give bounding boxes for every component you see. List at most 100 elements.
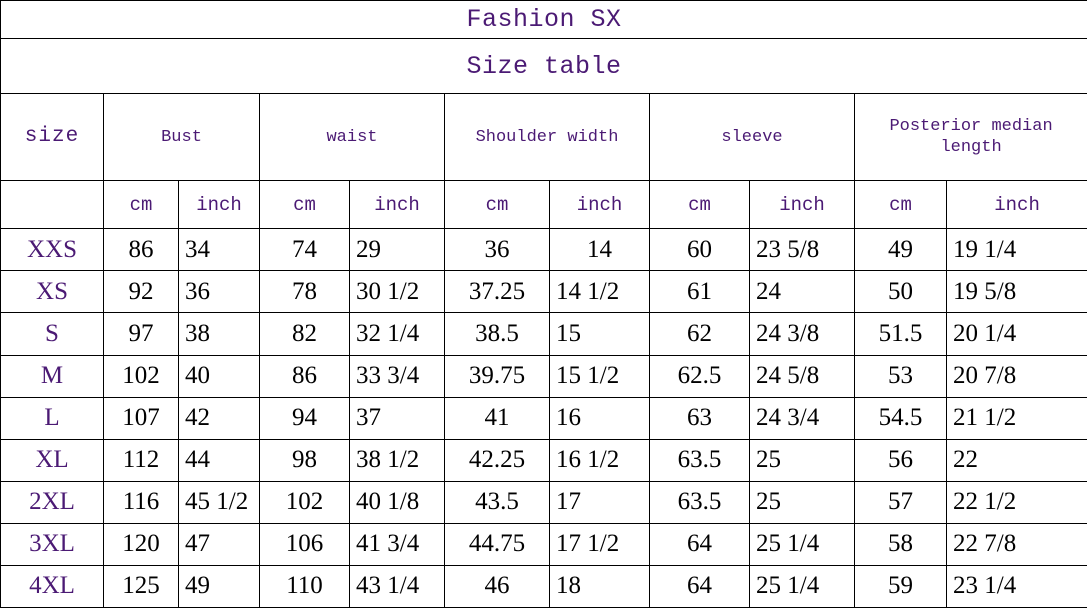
cell-bust-inch: 49 bbox=[178, 564, 260, 608]
table-row: XS 92 36 78 30 1/2 37.25 14 1/2 61 24 50… bbox=[0, 270, 1087, 314]
table-row: 4XL 125 49 110 43 1/4 46 18 64 25 1/4 59… bbox=[0, 564, 1087, 608]
cell-sleeve-inch: 24 3/4 bbox=[749, 396, 855, 440]
cell-waist-cm: 110 bbox=[259, 564, 350, 608]
header-unit-row: cm inch cm inch cm inch cm inch cm inch bbox=[0, 180, 1087, 230]
header-size-sub bbox=[0, 180, 104, 230]
cell-shoulder-inch: 16 bbox=[549, 396, 650, 440]
cell-bust-inch: 38 bbox=[178, 312, 260, 356]
cell-sleeve-inch: 23 5/8 bbox=[749, 228, 855, 272]
cell-waist-cm: 106 bbox=[259, 522, 350, 566]
cell-waist-inch: 32 1/4 bbox=[349, 312, 445, 356]
cell-sleeve-inch: 25 1/4 bbox=[749, 564, 855, 608]
cell-waist-cm: 98 bbox=[259, 438, 350, 482]
header-unit-length-cm: cm bbox=[854, 180, 947, 230]
header-group-waist: waist bbox=[259, 93, 445, 182]
cell-bust-inch: 34 bbox=[178, 228, 260, 272]
cell-waist-cm: 102 bbox=[259, 480, 350, 524]
cell-sleeve-inch: 25 bbox=[749, 480, 855, 524]
cell-length-cm: 56 bbox=[854, 438, 947, 482]
cell-sleeve-inch: 25 bbox=[749, 438, 855, 482]
cell-waist-inch: 30 1/2 bbox=[349, 270, 445, 314]
cell-shoulder-cm: 36 bbox=[444, 228, 550, 272]
cell-sleeve-cm: 62 bbox=[649, 312, 750, 356]
table-title: Size table bbox=[0, 38, 1087, 95]
cell-length-inch: 19 5/8 bbox=[945, 270, 1087, 314]
table-row: S 97 38 82 32 1/4 38.5 15 62 24 3/8 51.5… bbox=[0, 312, 1087, 356]
brand-title-row: Fashion SX bbox=[0, 0, 1087, 40]
row-size-label: XS bbox=[0, 270, 104, 314]
cell-shoulder-inch: 15 1/2 bbox=[549, 354, 650, 398]
cell-length-cm: 53 bbox=[854, 354, 947, 398]
cell-bust-inch: 45 1/2 bbox=[178, 480, 260, 524]
cell-sleeve-cm: 63.5 bbox=[649, 438, 750, 482]
cell-length-cm: 59 bbox=[854, 564, 947, 608]
cell-length-inch: 22 bbox=[945, 438, 1087, 482]
cell-length-inch: 20 7/8 bbox=[945, 354, 1087, 398]
cell-shoulder-inch: 14 bbox=[549, 228, 650, 272]
table-row: L 107 42 94 37 41 16 63 24 3/4 54.5 21 1… bbox=[0, 396, 1087, 440]
cell-shoulder-inch: 17 bbox=[549, 480, 650, 524]
cell-waist-inch: 37 bbox=[349, 396, 445, 440]
cell-waist-inch: 41 3/4 bbox=[349, 522, 445, 566]
cell-bust-inch: 42 bbox=[178, 396, 260, 440]
cell-bust-cm: 116 bbox=[103, 480, 179, 524]
cell-bust-cm: 86 bbox=[103, 228, 179, 272]
cell-bust-cm: 112 bbox=[103, 438, 179, 482]
header-group-posterior-median-length: Posterior median length bbox=[853, 93, 1087, 182]
cell-sleeve-inch: 24 3/8 bbox=[749, 312, 855, 356]
cell-shoulder-cm: 38.5 bbox=[444, 312, 550, 356]
cell-length-cm: 49 bbox=[854, 228, 947, 272]
header-unit-sleeve-cm: cm bbox=[649, 180, 750, 230]
cell-waist-cm: 82 bbox=[259, 312, 350, 356]
cell-length-inch: 20 1/4 bbox=[945, 312, 1087, 356]
cell-shoulder-inch: 17 1/2 bbox=[549, 522, 650, 566]
cell-bust-cm: 97 bbox=[103, 312, 179, 356]
cell-length-cm: 57 bbox=[854, 480, 947, 524]
cell-sleeve-cm: 64 bbox=[649, 522, 750, 566]
cell-bust-cm: 107 bbox=[103, 396, 179, 440]
cell-waist-inch: 40 1/8 bbox=[349, 480, 445, 524]
header-unit-length-inch: inch bbox=[945, 180, 1087, 230]
header-group-row: size Bust waist Shoulder width sleeve Po… bbox=[0, 93, 1087, 182]
cell-waist-cm: 74 bbox=[259, 228, 350, 272]
row-size-label: 2XL bbox=[0, 480, 104, 524]
table-row: 3XL 120 47 106 41 3/4 44.75 17 1/2 64 25… bbox=[0, 522, 1087, 566]
cell-waist-cm: 94 bbox=[259, 396, 350, 440]
cell-shoulder-inch: 15 bbox=[549, 312, 650, 356]
cell-shoulder-cm: 41 bbox=[444, 396, 550, 440]
cell-waist-inch: 33 3/4 bbox=[349, 354, 445, 398]
cell-bust-cm: 102 bbox=[103, 354, 179, 398]
header-size: size bbox=[0, 93, 104, 182]
header-unit-sleeve-inch: inch bbox=[749, 180, 855, 230]
row-size-label: M bbox=[0, 354, 104, 398]
cell-waist-inch: 43 1/4 bbox=[349, 564, 445, 608]
cell-length-inch: 22 1/2 bbox=[945, 480, 1087, 524]
cell-sleeve-cm: 61 bbox=[649, 270, 750, 314]
cell-length-inch: 23 1/4 bbox=[945, 564, 1087, 608]
cell-bust-inch: 36 bbox=[178, 270, 260, 314]
cell-shoulder-cm: 39.75 bbox=[444, 354, 550, 398]
cell-shoulder-cm: 43.5 bbox=[444, 480, 550, 524]
row-size-label: XXS bbox=[0, 228, 104, 272]
cell-bust-cm: 125 bbox=[103, 564, 179, 608]
header-group-bust: Bust bbox=[103, 93, 260, 182]
cell-sleeve-cm: 64 bbox=[649, 564, 750, 608]
cell-waist-inch: 29 bbox=[349, 228, 445, 272]
cell-sleeve-cm: 63 bbox=[649, 396, 750, 440]
table-row: XXS 86 34 74 29 36 14 60 23 5/8 49 19 1/… bbox=[0, 228, 1087, 272]
cell-length-inch: 22 7/8 bbox=[945, 522, 1087, 566]
cell-sleeve-inch: 24 5/8 bbox=[749, 354, 855, 398]
cell-bust-inch: 47 bbox=[178, 522, 260, 566]
header-unit-shoulder-inch: inch bbox=[549, 180, 650, 230]
cell-bust-inch: 44 bbox=[178, 438, 260, 482]
cell-waist-inch: 38 1/2 bbox=[349, 438, 445, 482]
cell-length-inch: 21 1/2 bbox=[945, 396, 1087, 440]
header-unit-shoulder-cm: cm bbox=[444, 180, 550, 230]
header-group-shoulder-width: Shoulder width bbox=[444, 93, 650, 182]
cell-length-cm: 54.5 bbox=[854, 396, 947, 440]
cell-shoulder-cm: 42.25 bbox=[444, 438, 550, 482]
table-row: M 102 40 86 33 3/4 39.75 15 1/2 62.5 24 … bbox=[0, 354, 1087, 398]
cell-shoulder-cm: 37.25 bbox=[444, 270, 550, 314]
